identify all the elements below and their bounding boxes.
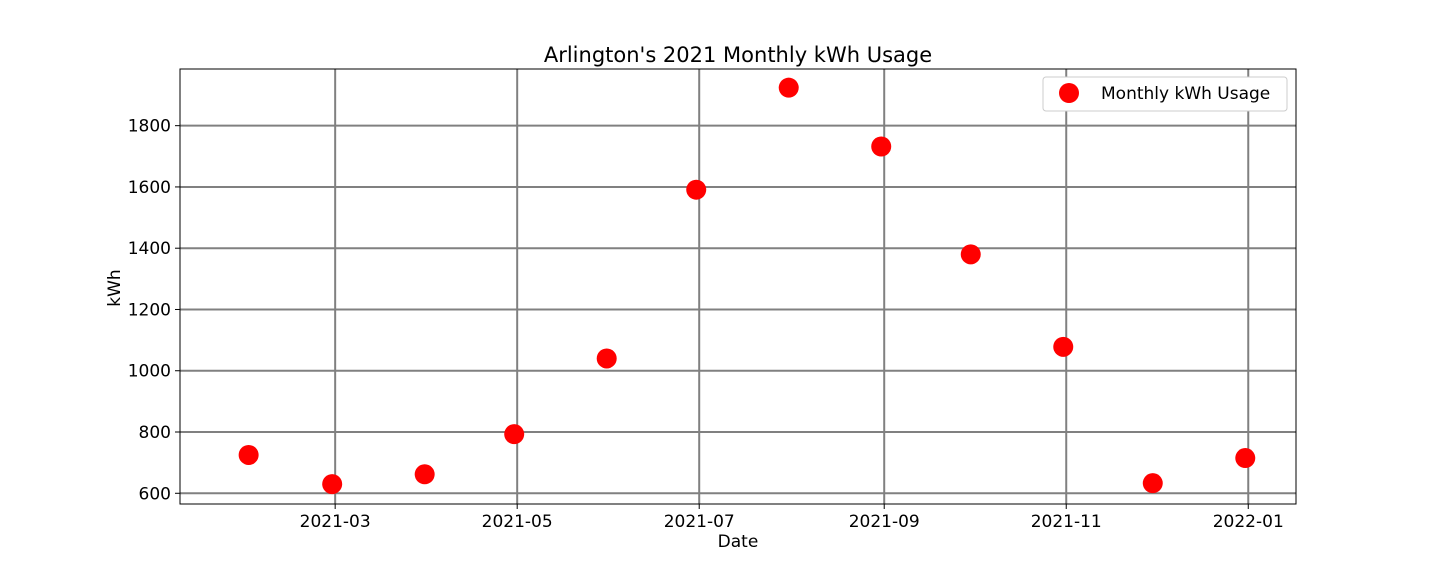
x-tick-label: 2021-03 (300, 512, 371, 532)
data-point (596, 348, 617, 369)
y-tick-label: 1200 (128, 300, 171, 320)
legend: Monthly kWh Usage (1042, 76, 1288, 112)
data-point (686, 179, 707, 200)
data-point (1142, 473, 1163, 494)
y-tick-label: 1400 (128, 239, 171, 259)
legend-marker (1059, 83, 1079, 103)
y-tick-label: 1600 (128, 178, 171, 198)
grid-lines (180, 69, 1296, 504)
chart-title: Arlington's 2021 Monthly kWh Usage (544, 43, 932, 67)
x-tick-label: 2021-11 (1031, 512, 1102, 532)
plot-area (179, 68, 1297, 505)
y-tick-label: 600 (139, 484, 171, 504)
data-point (238, 444, 259, 465)
y-tick-label: 1000 (128, 362, 171, 382)
data-point (778, 77, 799, 98)
x-tick-label: 2021-07 (664, 512, 735, 532)
data-points (238, 77, 1256, 495)
data-point (414, 464, 435, 485)
legend-label: Monthly kWh Usage (1101, 84, 1270, 104)
data-point (960, 244, 981, 265)
x-tick-label: 2022-01 (1213, 512, 1284, 532)
x-axis-label: Date (718, 532, 759, 552)
data-point (1235, 448, 1256, 469)
data-point (871, 136, 892, 157)
axis-ticks: 2021-03 2021-05 2021-07 2021-09 2021-11 2022-… (128, 117, 1284, 532)
data-point (1053, 336, 1074, 357)
legend-box (1042, 76, 1288, 112)
y-axis-label: kWh (105, 269, 125, 306)
data-point (504, 424, 525, 445)
data-point (322, 474, 343, 495)
x-tick-label: 2021-05 (482, 512, 553, 532)
y-tick-label: 1800 (128, 117, 171, 137)
y-tick-label: 800 (139, 423, 171, 443)
x-tick-label: 2021-09 (849, 512, 920, 532)
